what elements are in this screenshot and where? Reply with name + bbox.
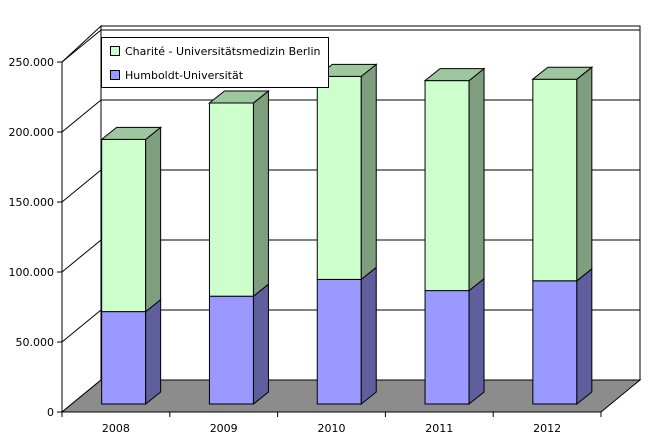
bar-side (360, 63, 377, 281)
bar-side (252, 283, 269, 406)
legend-swatch-humboldt (110, 70, 120, 80)
bar-side (145, 298, 162, 406)
bar-front (424, 290, 470, 405)
bar-2011-series-0 (424, 277, 485, 406)
bar-top (423, 68, 486, 82)
bar-top (208, 90, 270, 104)
bar-front (532, 78, 578, 282)
bar-front (208, 295, 254, 405)
gridline-side (61, 29, 102, 63)
legend: Charité - Universitätsmedizin Berlin Hum… (101, 37, 329, 88)
bar-2010-series-0 (316, 266, 377, 406)
x-tick-label: 2012 (533, 422, 561, 435)
x-tick-label: 2009 (210, 422, 238, 435)
side-wall (61, 24, 102, 414)
bar-side (360, 266, 377, 406)
y-tick-label: 250.000 (9, 56, 55, 69)
bar-2011-series-1 (423, 67, 486, 292)
bar-top (531, 66, 594, 80)
gridline-side (61, 239, 102, 273)
bar-2008-series-0 (101, 298, 162, 406)
bar-front (316, 75, 362, 280)
x-tick-label: 2011 (425, 422, 453, 435)
bar-2009-series-1 (208, 89, 270, 298)
bar-side (468, 277, 485, 406)
bar-2012-series-1 (531, 66, 594, 282)
bar-front (101, 311, 147, 405)
y-tick-label: 0 (47, 406, 54, 419)
bar-2012-series-0 (532, 267, 593, 406)
bar-side (576, 267, 593, 406)
bar-side (576, 66, 593, 282)
gridline-side (61, 169, 102, 203)
bar-2008-series-1 (100, 126, 163, 313)
bar-side (252, 89, 269, 298)
bar-front (316, 278, 362, 405)
x-axis-ticks: 2008 2009 2010 2011 2012 (61, 412, 602, 435)
y-tick-label: 100.000 (9, 266, 55, 279)
y-axis-ticks: 0 50.000 100.000 150.000 200.000 250.000 (9, 56, 62, 419)
y-tick-label: 150.000 (9, 196, 55, 209)
legend-item-humboldt: Humboldt-Universität (110, 68, 243, 82)
bar-front (424, 80, 470, 292)
bar-front (101, 138, 147, 313)
gridline-side (61, 309, 102, 343)
bar-side (468, 67, 485, 292)
bar-top (100, 126, 163, 140)
legend-item-charite: Charité - Universitätsmedizin Berlin (110, 44, 321, 58)
bars (100, 63, 594, 406)
legend-swatch-charite (110, 46, 120, 56)
y-tick-label: 200.000 (9, 126, 55, 139)
bar-front (208, 102, 254, 297)
gridline-side (61, 99, 102, 133)
legend-label-charite: Charité - Universitätsmedizin Berlin (125, 44, 321, 58)
bar-2009-series-0 (208, 283, 269, 406)
x-tick-label: 2010 (318, 422, 346, 435)
bar-side (145, 126, 162, 313)
bar-2010-series-1 (315, 63, 378, 281)
x-tick-label: 2008 (102, 422, 130, 435)
bar-front (532, 280, 578, 405)
y-tick-label: 50.000 (16, 336, 55, 349)
legend-label-humboldt: Humboldt-Universität (125, 68, 244, 82)
